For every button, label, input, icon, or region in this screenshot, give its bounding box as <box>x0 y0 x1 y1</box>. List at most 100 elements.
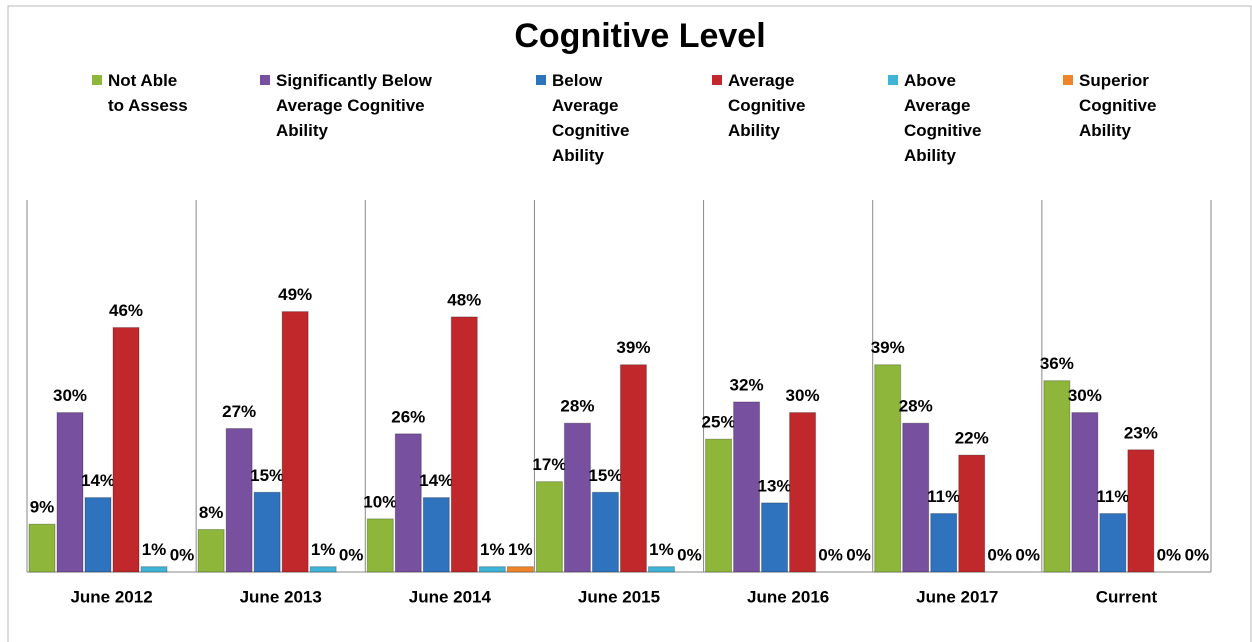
legend-swatch <box>712 75 722 85</box>
data-label: 28% <box>560 397 594 416</box>
data-label: 1% <box>508 540 533 559</box>
legend-item: Superior Cognitive Ability <box>1063 68 1184 143</box>
bar <box>197 528 225 573</box>
data-label: 48% <box>447 290 481 309</box>
data-label: 17% <box>532 455 566 474</box>
data-label: 39% <box>871 338 905 357</box>
bar <box>225 428 253 573</box>
bar <box>506 566 534 573</box>
bar <box>309 566 337 573</box>
bar <box>761 502 789 573</box>
x-tick-label: June 2014 <box>409 587 492 606</box>
bar <box>619 364 647 573</box>
bar <box>366 518 394 573</box>
data-label: 0% <box>818 545 843 564</box>
data-label: 26% <box>391 407 425 426</box>
bar <box>1071 412 1099 573</box>
legend-swatch <box>260 75 270 85</box>
data-label: 9% <box>30 498 55 517</box>
data-label: 0% <box>170 545 195 564</box>
data-label: 0% <box>1185 545 1210 564</box>
data-label: 39% <box>616 338 650 357</box>
bar <box>1043 380 1071 573</box>
data-label: 1% <box>649 540 674 559</box>
data-label: 15% <box>250 466 284 485</box>
legend-label: Above Average Cognitive Ability <box>904 71 982 165</box>
bar <box>789 412 817 573</box>
data-label: 0% <box>677 545 702 564</box>
legend-item: Significantly Below Average Cognitive Ab… <box>260 68 476 143</box>
data-label: 30% <box>786 386 820 405</box>
data-label: 22% <box>955 429 989 448</box>
x-tick-label: June 2015 <box>578 587 660 606</box>
bar <box>902 422 930 573</box>
data-label: 46% <box>109 301 143 320</box>
bar <box>56 412 84 573</box>
legend-item: Above Average Cognitive Ability <box>888 68 1009 168</box>
x-tick-label: June 2016 <box>747 587 829 606</box>
legend-label: Below Average Cognitive Ability <box>552 71 630 165</box>
data-label: 10% <box>363 492 397 511</box>
data-label: 15% <box>588 466 622 485</box>
data-label: 30% <box>53 386 87 405</box>
data-label: 0% <box>987 545 1012 564</box>
data-label: 0% <box>339 545 364 564</box>
bar <box>1099 513 1127 573</box>
legend-label: Average Cognitive Ability <box>728 71 806 140</box>
bar <box>253 491 281 573</box>
legend-swatch <box>536 75 546 85</box>
bar <box>647 566 675 573</box>
bar <box>958 454 986 573</box>
data-label: 0% <box>846 545 871 564</box>
bar <box>1127 449 1155 573</box>
data-label: 13% <box>758 476 792 495</box>
bar <box>930 513 958 573</box>
legend-swatch <box>1063 75 1073 85</box>
data-label: 36% <box>1040 354 1074 373</box>
bar <box>112 327 140 573</box>
legend-label: Superior Cognitive Ability <box>1079 71 1157 140</box>
bar <box>140 566 168 573</box>
bar <box>28 523 56 573</box>
bar <box>705 438 733 573</box>
legend-label: Not Able to Assess <box>108 71 188 115</box>
bar <box>874 364 902 573</box>
data-label: 14% <box>419 471 453 490</box>
x-tick-label: June 2017 <box>916 587 998 606</box>
bar <box>84 497 112 573</box>
data-label: 14% <box>81 471 115 490</box>
bar <box>422 497 450 573</box>
legend-item: Average Cognitive Ability <box>712 68 833 143</box>
x-tick-label: Current <box>1096 587 1158 606</box>
data-label: 30% <box>1068 386 1102 405</box>
bar <box>591 491 619 573</box>
chart-title: Cognitive Level <box>514 17 765 55</box>
bar <box>563 422 591 573</box>
chart-border <box>7 5 1252 642</box>
bar <box>478 566 506 573</box>
data-label: 23% <box>1124 423 1158 442</box>
legend-item: Below Average Cognitive Ability <box>536 68 657 168</box>
data-label: 0% <box>1015 545 1040 564</box>
data-label: 11% <box>927 487 960 506</box>
data-label: 1% <box>311 540 336 559</box>
data-label: 49% <box>278 285 312 304</box>
legend-swatch <box>92 75 102 85</box>
data-label: 11% <box>1096 487 1129 506</box>
x-tick-label: June 2013 <box>240 587 322 606</box>
data-label: 28% <box>899 397 933 416</box>
x-tick-label: June 2012 <box>70 587 152 606</box>
legend-label: Significantly Below Average Cognitive Ab… <box>276 71 432 140</box>
data-label: 8% <box>199 503 224 522</box>
bar <box>394 433 422 573</box>
data-label: 32% <box>730 375 764 394</box>
legend-item: Not Able to Assess <box>92 68 193 118</box>
legend-swatch <box>888 75 898 85</box>
data-label: 1% <box>480 540 505 559</box>
bar <box>281 311 309 573</box>
data-label: 0% <box>1157 545 1182 564</box>
data-label: 1% <box>142 540 167 559</box>
bar <box>535 481 563 573</box>
